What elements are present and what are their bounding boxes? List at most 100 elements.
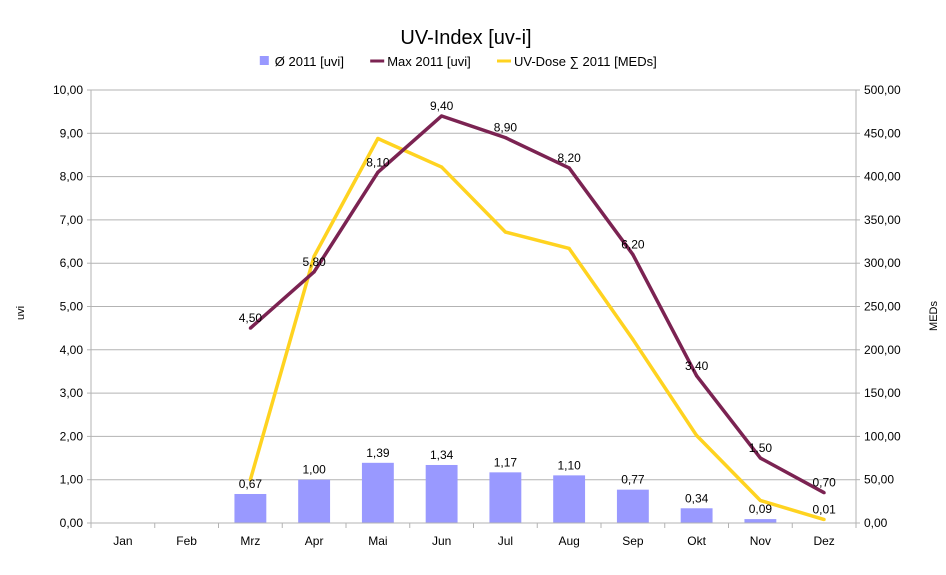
- y-tick-label: 3,00: [60, 386, 84, 400]
- y-tick-label: 2,00: [60, 429, 84, 443]
- y-tick-label: 1,00: [60, 473, 84, 487]
- bar: [680, 508, 713, 523]
- x-tick-label: Apr: [305, 534, 324, 548]
- uv-dose-point: [248, 478, 252, 482]
- y2-tick-label: 100,00: [864, 429, 901, 443]
- max-uvi-point: [440, 114, 444, 118]
- uv-dose-point: [758, 498, 762, 503]
- max-uvi-point: [312, 270, 316, 274]
- max-uvi-point: [503, 136, 507, 140]
- max-uvi-data-label: 9,40: [430, 99, 454, 113]
- bar: [234, 493, 267, 523]
- y2-tick-label: 250,00: [864, 300, 901, 314]
- bar-data-label: 1,00: [302, 463, 326, 477]
- bar: [616, 489, 649, 523]
- data-labels: 0,67 1,00 1,39 1,34 1,17 1,10 0,77 0,34 0,09 0,01…: [239, 99, 836, 517]
- max-uvi-point: [822, 491, 826, 495]
- legend-label: Max 2011 [uvi]: [387, 54, 471, 69]
- uv-dose-point: [822, 517, 826, 522]
- max-uvi-line: [249, 114, 825, 495]
- max-uvi-data-label: 5,80: [302, 255, 326, 269]
- y2-tick-label: 150,00: [864, 386, 901, 400]
- x-tick-label: Feb: [176, 534, 197, 548]
- y-tick-label: 0,00: [60, 516, 84, 530]
- x-tick-label: Jan: [113, 534, 132, 548]
- bar-data-label: 0,09: [749, 502, 773, 516]
- axes: 0,00 0,00 1,00 50,00 2,00 100,00 3,00 150,00 4,0…: [53, 83, 901, 548]
- bar-data-label: 1,17: [494, 455, 518, 469]
- legend-swatch-bar: [259, 56, 269, 65]
- line-series: [248, 114, 826, 522]
- bar-data-label: 1,34: [430, 448, 454, 462]
- bar: [425, 464, 458, 523]
- max-uvi-data-label: 8,90: [494, 121, 518, 135]
- bar-data-label: 0,34: [685, 491, 709, 505]
- y2-tick-label: 200,00: [864, 343, 901, 357]
- x-tick-label: Aug: [558, 534, 579, 548]
- uv-dose-line: [248, 136, 825, 522]
- y-tick-label: 10,00: [53, 83, 83, 97]
- max-uvi-point: [376, 170, 380, 174]
- uv-dose-data-label: 0,01: [812, 503, 836, 517]
- max-uvi-data-label: 8,10: [366, 155, 390, 169]
- y2-tick-label: 50,00: [864, 473, 894, 487]
- bar-series: [234, 462, 777, 523]
- legend-label: Ø 2011 [uvi]: [275, 54, 344, 69]
- uv-dose-point: [503, 230, 507, 234]
- max-uvi-point: [758, 456, 762, 460]
- y-tick-label: 9,00: [60, 126, 84, 140]
- uv-dose-point: [695, 433, 699, 438]
- max-uvi-data-label: 6,20: [621, 238, 645, 252]
- y2-tick-label: 0,00: [864, 516, 888, 530]
- bar-data-label: 0,77: [621, 473, 645, 487]
- gridlines: [91, 89, 856, 524]
- uv-dose-point: [440, 165, 444, 169]
- bar: [361, 462, 394, 523]
- legend: Ø 2011 [uvi] Max 2011 [uvi] UV-Dose ∑ 2011…: [259, 54, 657, 69]
- bar: [744, 519, 777, 523]
- x-tick-label: Mrz: [240, 534, 260, 548]
- y2-tick-label: 350,00: [864, 213, 901, 227]
- x-tick-label: Nov: [750, 534, 771, 548]
- x-tick-label: Sep: [622, 534, 644, 548]
- uv-dose-point: [567, 246, 571, 251]
- max-uvi-point: [631, 252, 635, 257]
- uv-dose-point: [376, 136, 380, 141]
- max-uvi-point: [567, 166, 571, 170]
- uv-dose-point: [312, 254, 316, 258]
- x-tick-label: Dez: [813, 534, 834, 548]
- y-tick-label: 6,00: [60, 256, 84, 270]
- y2-axis-label: MEDs: [928, 301, 940, 331]
- max-uvi-data-label: 1,50: [749, 441, 773, 455]
- bar: [553, 475, 586, 523]
- max-uvi-data-label: 3,40: [685, 359, 709, 373]
- max-uvi-point: [695, 374, 699, 378]
- max-uvi-data-label: 8,20: [557, 151, 581, 165]
- bar: [489, 472, 522, 523]
- legend-label: UV-Dose ∑ 2011 [MEDs]: [514, 54, 657, 69]
- chart-title: UV-Index [uv-i]: [400, 27, 531, 49]
- x-tick-label: Jun: [432, 534, 451, 548]
- x-tick-label: Jul: [498, 534, 513, 548]
- y2-tick-label: 400,00: [864, 170, 901, 184]
- bar-data-label: 0,67: [239, 477, 263, 491]
- x-tick-label: Okt: [687, 534, 706, 548]
- y2-tick-label: 450,00: [864, 126, 901, 140]
- y-axis-label: uvi: [15, 306, 27, 320]
- x-tick-label: Mai: [368, 534, 387, 548]
- max-uvi-point: [248, 326, 252, 330]
- bar-data-label: 1,10: [557, 458, 581, 472]
- y-tick-label: 5,00: [60, 300, 84, 314]
- uv-dose-point: [631, 337, 635, 342]
- bar: [298, 479, 331, 523]
- y-tick-label: 7,00: [60, 213, 84, 227]
- y-tick-label: 4,00: [60, 343, 84, 357]
- max-uvi-data-label: 0,70: [812, 476, 836, 490]
- bar-data-label: 1,39: [366, 446, 390, 460]
- y2-tick-label: 300,00: [864, 256, 901, 270]
- y-tick-label: 8,00: [60, 170, 84, 184]
- y2-tick-label: 500,00: [864, 83, 901, 97]
- max-uvi-data-label: 4,50: [239, 311, 263, 325]
